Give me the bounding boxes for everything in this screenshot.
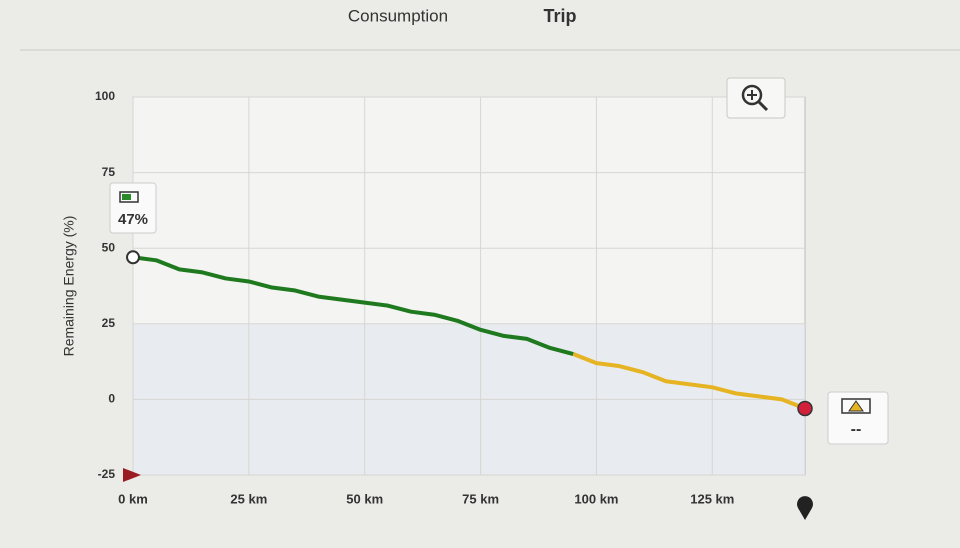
series-line	[572, 352, 806, 411]
start-label: 47%	[118, 211, 148, 228]
battery-icon	[119, 191, 139, 203]
y-tick-label: 0	[108, 392, 115, 406]
x-tick-label: 125 km	[690, 491, 734, 506]
end-callout: --	[827, 391, 889, 445]
battery-icon	[841, 398, 871, 414]
x-tick-label: 25 km	[230, 491, 267, 506]
y-tick-label: 50	[102, 240, 116, 254]
y-tick-label: 25	[102, 316, 116, 330]
x-tick-label: 75 km	[462, 491, 499, 506]
callout-box	[109, 182, 157, 234]
end-label: --	[851, 421, 862, 438]
y-tick-label: -25	[98, 467, 116, 481]
y-tick-label: 75	[102, 165, 116, 179]
tab-active[interactable]: Trip	[543, 6, 576, 26]
start-flag	[123, 468, 141, 482]
callout-box	[827, 391, 889, 445]
zoom-button[interactable]	[726, 77, 786, 119]
y-axis-label: Remaining Energy (%)	[61, 216, 77, 357]
y-tick-label: 100	[95, 89, 115, 103]
tab[interactable]: Consumption	[348, 6, 448, 25]
zoom-icon	[741, 84, 763, 106]
zoom-box	[726, 77, 786, 119]
warning-icon	[848, 400, 864, 412]
destination-pin	[796, 496, 813, 520]
x-tick-label: 50 km	[346, 491, 383, 506]
start-callout: 47%	[109, 182, 157, 234]
zoom-icon	[757, 100, 769, 112]
series-line	[132, 255, 574, 356]
x-tick-label: 0 km	[118, 491, 148, 506]
battery-level	[122, 194, 131, 200]
end-marker	[797, 400, 813, 417]
plot: -25 0 25 50 75 100 0 km 25 km 50 km 75 km 100 km 12…	[95, 89, 813, 520]
x-tick-label: 100 km	[574, 491, 618, 506]
start-marker	[126, 250, 140, 265]
